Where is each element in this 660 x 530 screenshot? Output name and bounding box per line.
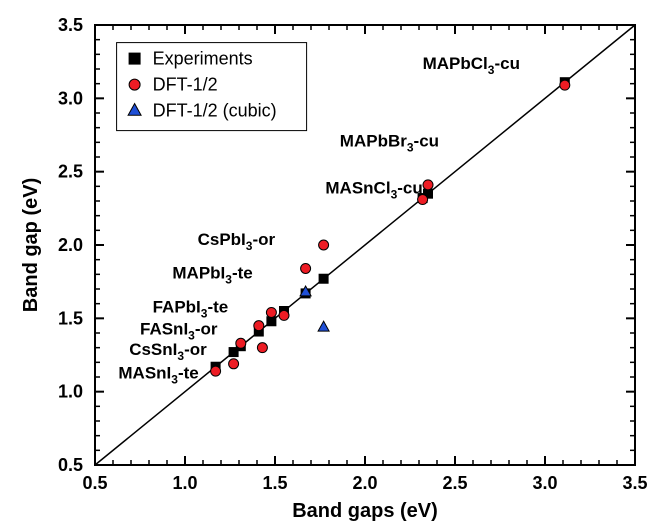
x-tick-label: 2.5 [442,473,467,493]
y-axis-title: Band gap (eV) [20,178,42,312]
x-tick-label: 3.0 [532,473,557,493]
chart-svg: 0.5 1.0 1.5 2.0 2.5 3.0 3.5 Band gaps (eV) 0.5 1.… [0,0,660,530]
point-label: FAPbI3-te [153,297,229,320]
y-tick-label: 2.0 [58,235,83,255]
legend-item-label: Experiments [153,49,253,69]
legend-item-label: DFT-1/2 (cubic) [153,101,277,121]
y-tick-label: 0.5 [58,455,83,475]
x-tick-label: 1.0 [172,473,197,493]
point-label: MAPbI3-te [172,264,252,287]
point-label: MASnI3-te [118,363,198,386]
point-label: MAPbBr3-cu [340,132,439,155]
point-label: CsSnI3-or [129,340,207,363]
y-tick-label: 3.5 [58,15,83,35]
y-tick-label: 1.0 [58,382,83,402]
x-tick-label: 3.5 [622,473,647,493]
y-tick-label: 2.5 [58,162,83,182]
y-tick-label: 1.5 [58,308,83,328]
bandgap-scatter-chart: 0.5 1.0 1.5 2.0 2.5 3.0 3.5 Band gaps (eV) 0.5 1.… [0,0,660,530]
x-tick-label: 1.5 [262,473,287,493]
point-label: CsPbI3-or [198,230,276,253]
y-tick-label: 3.0 [58,88,83,108]
point-label: MAPbCl3-cu [423,54,520,77]
x-tick-label: 0.5 [82,473,107,493]
legend-item-label: DFT-1/2 [153,75,218,95]
point-label: MASnCl3-cu [325,179,422,202]
x-axis-title: Band gaps (eV) [292,500,438,522]
x-tick-label: 2.0 [352,473,377,493]
